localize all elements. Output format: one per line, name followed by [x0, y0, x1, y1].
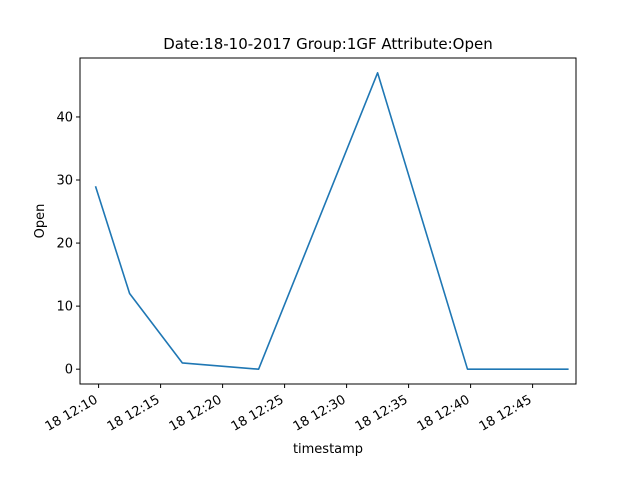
series-layer: [94, 72, 569, 371]
plot-frame: [79, 57, 577, 385]
y-tick-label: 40: [56, 110, 73, 125]
y-tick-label: 0: [65, 363, 73, 378]
x-tick-label: 18 12:40: [415, 392, 473, 434]
y-axis: 0 10 20 30 40: [56, 110, 80, 378]
x-tick-label: 18 12:35: [353, 392, 411, 434]
y-tick-label: 30: [56, 174, 73, 189]
y-axis-label: Open: [33, 204, 48, 239]
x-tick-label: 18 12:20: [167, 392, 225, 434]
x-tick-label: 18 12:30: [291, 392, 349, 434]
chart-title: Date:18-10-2017 Group:1GF Attribute:Open: [163, 35, 492, 53]
y-tick-label: 20: [56, 237, 73, 252]
x-tick-label: 18 12:45: [477, 392, 535, 434]
x-axis: 18 12:10 18 12:15 18 12:20 18 12:25 18 12:30…: [43, 384, 535, 435]
x-tick-label: 18 12:10: [43, 392, 101, 434]
y-tick-label: 10: [56, 300, 73, 315]
x-axis-label: timestamp: [293, 442, 363, 457]
x-tick-label: 18 12:15: [105, 392, 163, 434]
series-line: [94, 72, 569, 371]
x-tick-label: 18 12:25: [229, 392, 287, 434]
